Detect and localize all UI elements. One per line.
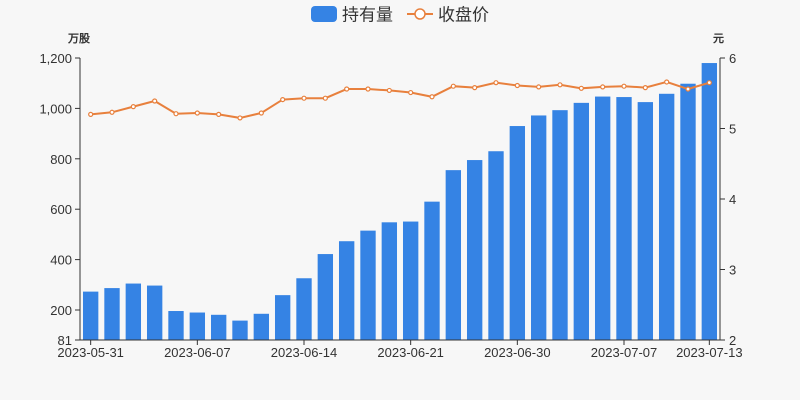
point-close-price[interactable] xyxy=(621,83,627,89)
bar-holdings[interactable] xyxy=(232,320,248,340)
x-tick-label: 2023-06-07 xyxy=(164,345,231,360)
point-close-price[interactable] xyxy=(322,95,328,101)
point-close-price[interactable] xyxy=(109,109,115,115)
line-path-close-price xyxy=(90,80,710,119)
bar-holdings[interactable] xyxy=(104,288,120,340)
left-tick-label: 400 xyxy=(50,253,72,268)
bar-holdings[interactable] xyxy=(82,291,99,340)
bar-holdings[interactable] xyxy=(573,102,590,340)
bar-holdings[interactable] xyxy=(210,314,227,340)
bar-holdings[interactable] xyxy=(658,93,675,340)
legend-label-close-price: 收盘价 xyxy=(438,6,489,25)
x-axis-ticks: 2023-05-31 2023-06-07 2023-06-14 2023-06-21… xyxy=(57,340,743,360)
bar-holdings[interactable] xyxy=(317,254,334,340)
point-close-price[interactable] xyxy=(408,89,414,96)
point-close-price[interactable] xyxy=(450,83,456,89)
legend-bar-swatch xyxy=(311,6,337,22)
right-tick-label: 4 xyxy=(729,192,736,207)
bar-holdings[interactable] xyxy=(466,160,483,340)
legend-item-holdings[interactable]: 持有量 xyxy=(311,6,393,25)
bar-holdings[interactable] xyxy=(680,83,696,341)
right-axis-unit: 元 xyxy=(713,32,724,45)
left-axis-ticks: 81 200 400 600 800 1,000 1,200 xyxy=(39,51,80,348)
x-tick-label: 2023-05-31 xyxy=(57,345,124,360)
bar-holdings[interactable] xyxy=(402,221,419,340)
right-tick-label: 2 xyxy=(729,333,736,348)
point-close-price[interactable] xyxy=(386,87,392,94)
bar-holdings[interactable] xyxy=(296,278,312,340)
right-tick-label: 3 xyxy=(729,263,736,278)
bar-holdings[interactable] xyxy=(509,126,526,340)
point-close-price[interactable] xyxy=(173,111,179,117)
bar-holdings[interactable] xyxy=(552,110,568,340)
legend-label-holdings: 持有量 xyxy=(342,6,393,25)
bar-holdings[interactable] xyxy=(594,96,611,340)
bar-holdings[interactable] xyxy=(381,222,398,340)
left-tick-label: 1,000 xyxy=(39,101,72,116)
legend-item-close-price[interactable]: 收盘价 xyxy=(407,6,489,25)
right-tick-label: 5 xyxy=(729,122,736,137)
x-tick-label: 2023-06-14 xyxy=(271,345,338,360)
point-close-price[interactable] xyxy=(152,98,158,104)
point-close-price[interactable] xyxy=(685,86,691,92)
bar-holdings[interactable] xyxy=(146,285,163,340)
point-close-price[interactable] xyxy=(557,82,563,88)
bar-holdings[interactable] xyxy=(530,115,547,341)
point-close-price[interactable] xyxy=(365,86,371,92)
bar-holdings[interactable] xyxy=(701,63,718,340)
point-close-price[interactable] xyxy=(88,111,94,118)
legend: 持有量 收盘价 xyxy=(311,6,489,25)
point-close-price[interactable] xyxy=(258,110,264,116)
point-close-price[interactable] xyxy=(706,80,712,86)
point-close-price[interactable] xyxy=(429,94,435,100)
point-close-price[interactable] xyxy=(301,95,307,101)
x-tick-label: 2023-07-07 xyxy=(591,345,658,360)
line-series-close-price xyxy=(88,79,712,121)
point-close-price[interactable] xyxy=(536,84,542,90)
point-close-price[interactable] xyxy=(578,85,584,91)
bar-holdings[interactable] xyxy=(637,102,654,340)
point-close-price[interactable] xyxy=(642,85,648,91)
bar-holdings[interactable] xyxy=(616,97,632,340)
bar-holdings[interactable] xyxy=(274,295,291,340)
bar-holdings[interactable] xyxy=(424,201,440,340)
legend-line-marker xyxy=(414,8,426,20)
bar-holdings[interactable] xyxy=(445,170,462,340)
right-tick-label: 6 xyxy=(729,51,736,66)
left-tick-label: 200 xyxy=(50,303,72,318)
x-tick-label: 2023-06-21 xyxy=(377,345,444,360)
left-tick-label: 600 xyxy=(50,202,72,217)
point-close-price[interactable] xyxy=(344,86,350,92)
left-axis-unit: 万股 xyxy=(67,32,91,45)
right-axis-ticks: 2 3 4 5 6 xyxy=(720,51,736,348)
left-tick-label: 81 xyxy=(58,333,72,348)
point-close-price[interactable] xyxy=(664,79,670,85)
point-close-price[interactable] xyxy=(472,85,478,91)
point-close-price[interactable] xyxy=(493,80,499,86)
point-close-price[interactable] xyxy=(514,82,520,89)
bar-holdings[interactable] xyxy=(488,151,504,340)
bar-series-holdings xyxy=(82,63,718,341)
point-close-price[interactable] xyxy=(280,96,286,103)
bar-holdings[interactable] xyxy=(125,283,142,340)
point-close-price[interactable] xyxy=(216,111,222,118)
x-tick-label: 2023-07-13 xyxy=(676,345,743,360)
bar-holdings[interactable] xyxy=(253,313,270,340)
bar-holdings[interactable] xyxy=(189,312,206,340)
bar-holdings[interactable] xyxy=(360,230,376,340)
point-close-price[interactable] xyxy=(194,110,200,116)
bar-holdings[interactable] xyxy=(338,241,355,340)
left-tick-label: 1,200 xyxy=(39,51,72,66)
point-close-price[interactable] xyxy=(600,84,606,90)
left-tick-label: 800 xyxy=(50,152,72,167)
x-tick-label: 2023-06-30 xyxy=(484,345,551,360)
point-close-price[interactable] xyxy=(237,115,243,121)
point-close-price[interactable] xyxy=(130,104,136,110)
bar-holdings[interactable] xyxy=(168,311,184,340)
